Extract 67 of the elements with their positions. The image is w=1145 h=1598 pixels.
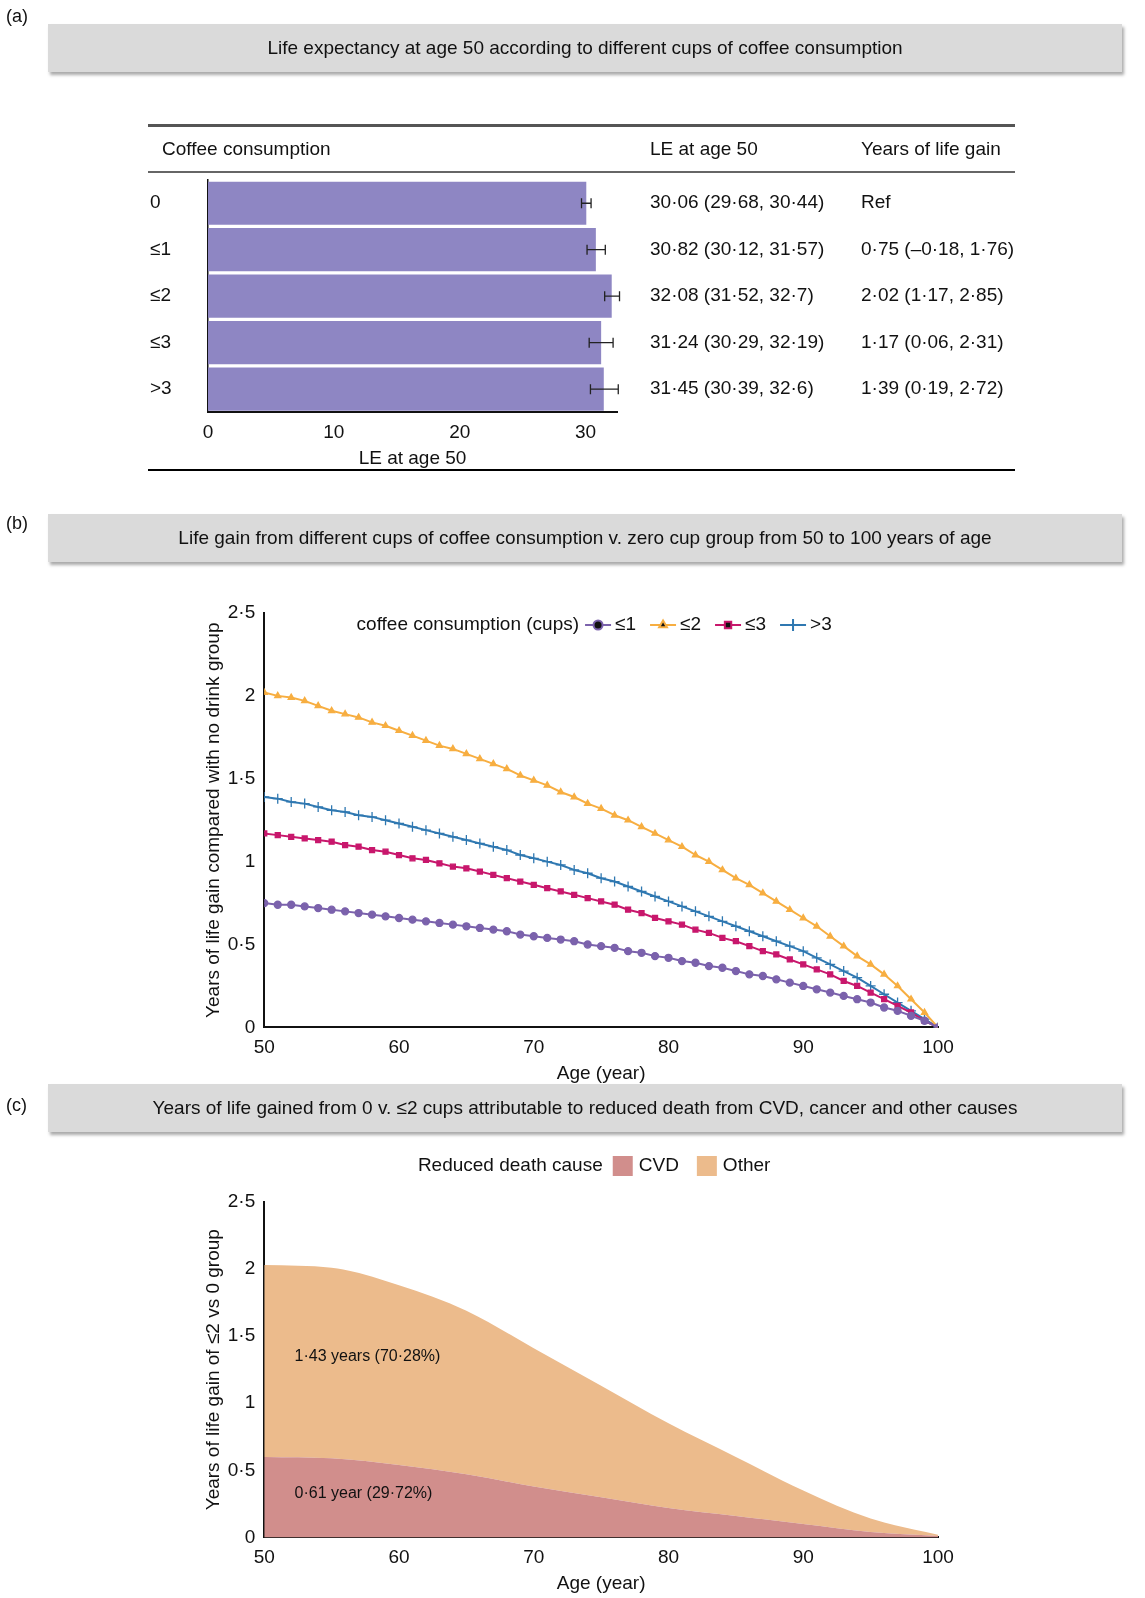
y-tick-label: 1 bbox=[244, 849, 256, 871]
text: Years of life gain bbox=[861, 138, 1001, 160]
y-axis-title: Coffee consumption bbox=[162, 138, 331, 160]
x-tick-label: 30 bbox=[574, 421, 597, 443]
x-axis-title: LE at age 50 bbox=[358, 446, 467, 468]
y-tick-label: ≤3 bbox=[150, 330, 171, 352]
x-tick-label: 60 bbox=[388, 1546, 410, 1568]
text: 0·75 (–0·18, 1·76) bbox=[861, 237, 1015, 259]
y-axis-title: Years of life gain compared with no drink group bbox=[201, 622, 223, 1018]
x-tick-label: 60 bbox=[388, 1036, 410, 1058]
x-tick-label: 80 bbox=[657, 1546, 680, 1568]
text: LE at age 50 bbox=[650, 138, 758, 160]
y-axis-title: Years of life gain of ≤2 vs 0 group bbox=[201, 1229, 223, 1511]
legend-label: ≤2 bbox=[680, 613, 702, 635]
legend-label: ≤3 bbox=[745, 613, 767, 635]
title-banner: Years of life gained from 0 v. ≤2 cups attributable to reduced death from CVD, cancer and other causes bbox=[48, 1084, 1122, 1132]
y-tick-label: 1 bbox=[244, 1391, 256, 1413]
y-tick-label: 0·5 bbox=[227, 1458, 256, 1480]
y-tick-label: 0 bbox=[150, 191, 161, 213]
x-tick-label: 100 bbox=[922, 1546, 954, 1568]
legend-label: Other bbox=[722, 1154, 772, 1176]
y-tick-label: ≤2 bbox=[150, 284, 171, 306]
y-tick-label: 2 bbox=[244, 684, 256, 706]
annotation: 1·43 years (70·28%) bbox=[294, 1346, 441, 1364]
x-tick-label: 90 bbox=[792, 1036, 814, 1058]
legend-label: CVD bbox=[638, 1154, 679, 1176]
legend-title: Reduced death cause bbox=[417, 1154, 603, 1176]
text: (c) bbox=[6, 1095, 27, 1116]
text: 1·39 (0·19, 2·72) bbox=[861, 377, 1004, 399]
x-tick-label: 20 bbox=[449, 421, 471, 443]
text: 30·06 (29·68, 30·44) bbox=[650, 191, 825, 213]
text: 31·24 (30·29, 32·19) bbox=[650, 330, 825, 352]
x-axis-title: Age (year) bbox=[556, 1061, 646, 1083]
x-tick-label: 50 bbox=[253, 1036, 275, 1058]
x-tick-label: 50 bbox=[253, 1546, 275, 1568]
y-tick-label: 2·5 bbox=[227, 601, 256, 623]
legend-title: coffee consumption (cups) bbox=[356, 613, 580, 635]
y-tick-label: 0 bbox=[244, 1525, 256, 1547]
title-banner: Life expectancy at age 50 according to different cups of coffee consumption bbox=[48, 24, 1122, 72]
x-tick-label: 70 bbox=[523, 1546, 545, 1568]
text: 1·17 (0·06, 2·31) bbox=[861, 330, 1004, 352]
y-tick-label: 2·5 bbox=[227, 1190, 256, 1212]
y-tick-label: 0 bbox=[244, 1015, 256, 1037]
title-banner: Life gain from different cups of coffee consumption v. zero cup group from 50 to 100 years of age bbox=[48, 514, 1122, 562]
text: 32·08 (31·52, 32·7) bbox=[650, 284, 814, 306]
text: Ref bbox=[861, 191, 892, 213]
y-tick-label: 2 bbox=[244, 1257, 256, 1279]
annotation: 0·61 year (29·72%) bbox=[294, 1484, 433, 1502]
x-tick-label: 80 bbox=[657, 1036, 680, 1058]
y-tick-label: ≤1 bbox=[150, 237, 171, 259]
y-tick-label: 0·5 bbox=[227, 932, 256, 954]
x-tick-label: 10 bbox=[323, 421, 345, 443]
x-tick-label: 70 bbox=[523, 1036, 545, 1058]
x-tick-label: 0 bbox=[202, 421, 214, 443]
x-tick-label: 100 bbox=[922, 1036, 954, 1058]
legend-label: ≤1 bbox=[615, 613, 637, 635]
legend-label: >3 bbox=[810, 613, 832, 635]
text: 2·02 (1·17, 2·85) bbox=[861, 284, 1004, 306]
text: 30·82 (30·12, 31·57) bbox=[650, 237, 825, 259]
text: 31·45 (30·39, 32·6) bbox=[650, 377, 814, 399]
y-tick-label: >3 bbox=[150, 377, 172, 399]
x-axis-title: Age (year) bbox=[556, 1571, 646, 1593]
y-tick-label: 1·5 bbox=[227, 766, 256, 788]
x-tick-label: 90 bbox=[792, 1546, 814, 1568]
text: (b) bbox=[6, 513, 28, 534]
text: (a) bbox=[6, 6, 28, 27]
y-tick-label: 1·5 bbox=[227, 1324, 256, 1346]
